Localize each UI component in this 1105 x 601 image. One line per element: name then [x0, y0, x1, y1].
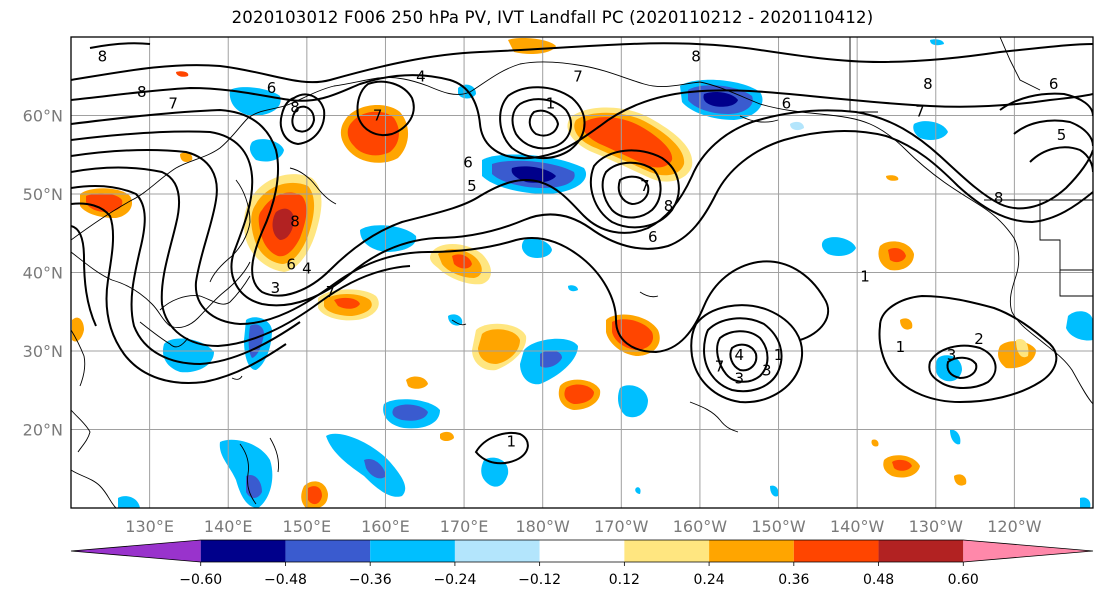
- contour-label: 8: [137, 83, 147, 101]
- positive-anomaly-patch: [558, 379, 601, 410]
- latitude-label: 30°N: [23, 342, 63, 361]
- contour-label: 1: [506, 432, 516, 450]
- positive-anomaly-patch: [80, 188, 133, 218]
- positive-anomaly-patch: [883, 455, 920, 478]
- positive-anomaly-patch: [301, 481, 328, 508]
- contour-label: 5: [467, 177, 477, 195]
- positive-anomaly-patch: [606, 314, 660, 356]
- longitude-labels: 130°E 140°E 150°E 160°E 170°E 180°W 170°W 160°W…: [125, 517, 1041, 536]
- contour-label: 2: [974, 330, 984, 348]
- negative-anomaly-patch: [482, 154, 587, 194]
- latitude-label: 40°N: [23, 264, 63, 283]
- contour-label: 4: [734, 346, 744, 364]
- longitude-label: 150°W: [751, 517, 806, 536]
- lat-lon-grid: [71, 37, 1093, 508]
- contour-label: 7: [573, 67, 583, 85]
- contour-label: 6: [648, 228, 658, 246]
- contour-label: 6: [267, 79, 277, 97]
- contour-label: 7: [715, 358, 725, 376]
- contour-label: 7: [326, 283, 336, 301]
- contour-label: 5: [1057, 126, 1067, 144]
- longitude-label: 180°W: [516, 517, 571, 536]
- latitude-label: 60°N: [23, 107, 63, 126]
- positive-anomaly-patch: [430, 243, 491, 285]
- contour-label: 6: [1049, 75, 1059, 93]
- latitude-labels: 20°N 30°N 40°N 50°N 60°N: [23, 107, 63, 440]
- latitude-label: 20°N: [23, 421, 63, 440]
- contour-label: 3: [734, 369, 744, 387]
- longitude-label: 160°W: [673, 517, 728, 536]
- positive-anomaly-patch: [472, 323, 527, 371]
- contour-label: 3: [947, 346, 957, 364]
- ivt-anomaly-fills: [72, 38, 1093, 508]
- contour-label: 8: [691, 48, 701, 66]
- contour-label: 8: [664, 197, 674, 215]
- longitude-label: 130°W: [909, 517, 964, 536]
- pv-contours: [71, 42, 1093, 465]
- contour-label: 8: [290, 212, 300, 230]
- latitude-label: 50°N: [23, 185, 63, 204]
- contour-label: 7: [373, 107, 383, 125]
- map-frame: [70, 36, 1094, 509]
- positive-anomaly-patch: [243, 174, 322, 272]
- positive-anomaly-patch: [318, 289, 379, 321]
- contour-label: 3: [762, 362, 772, 380]
- map-title: 2020103012 F006 250 hPa PV, IVT Landfall…: [231, 8, 874, 27]
- contour-label: 1: [546, 95, 556, 113]
- longitude-label: 150°E: [283, 517, 332, 536]
- contour-label: 3: [271, 279, 281, 297]
- contour-label: 4: [416, 67, 426, 85]
- longitude-label: 160°E: [361, 517, 410, 536]
- longitude-label: 140°W: [830, 517, 885, 536]
- contour-label: 6: [286, 256, 296, 274]
- contour-label: 1: [896, 338, 906, 356]
- contour-label: 8: [98, 48, 108, 66]
- longitude-label: 140°E: [204, 517, 253, 536]
- contour-label: 4: [302, 260, 312, 278]
- contour-label: 8: [290, 99, 300, 117]
- contour-label: 7: [915, 103, 925, 121]
- contour-label: 7: [640, 177, 650, 195]
- contour-label: 6: [782, 95, 792, 113]
- contour-label: 7: [168, 95, 178, 113]
- coastlines: [71, 37, 1093, 508]
- positive-anomaly-patch: [878, 241, 914, 271]
- contour-label: 8: [923, 75, 933, 93]
- contour-label: 6: [463, 154, 473, 172]
- contour-label: 8: [994, 189, 1004, 207]
- longitude-label: 170°W: [594, 517, 649, 536]
- longitude-label: 130°E: [125, 517, 174, 536]
- longitude-label: 120°W: [987, 517, 1042, 536]
- contour-label: 1: [774, 346, 784, 364]
- contour-label: 1: [860, 267, 870, 285]
- longitude-label: 170°E: [440, 517, 489, 536]
